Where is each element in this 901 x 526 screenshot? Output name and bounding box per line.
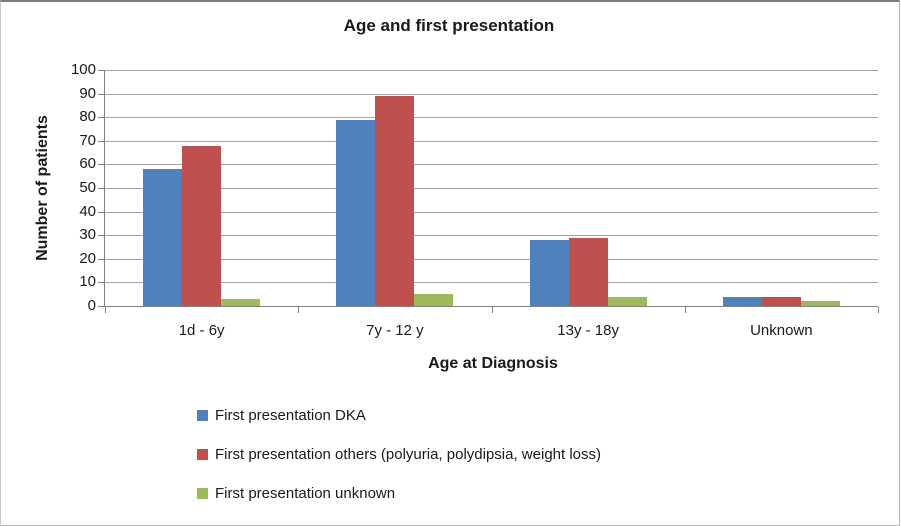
legend-item: First presentation unknown xyxy=(197,485,601,502)
plot-area: 0 10 20 30 40 50 60 70 80 90 100 1d - 6y 7y - 12 y 13… xyxy=(71,61,879,339)
y-axis-tick xyxy=(98,188,104,189)
y-axis-tick-label: 30 xyxy=(79,226,96,243)
legend-item: First presentation others (polyuria, pol… xyxy=(197,446,601,463)
gridline xyxy=(105,188,878,189)
y-axis-tick xyxy=(98,212,104,213)
bar xyxy=(221,299,260,306)
y-axis-tick-label: 70 xyxy=(79,132,96,149)
y-axis-tick xyxy=(98,164,104,165)
bar-group xyxy=(685,70,878,306)
legend: First presentation DKA First presentation… xyxy=(197,407,601,524)
legend-label: First presentation unknown xyxy=(215,485,396,502)
bar xyxy=(722,297,762,306)
y-axis-tick xyxy=(98,141,104,142)
bar-group xyxy=(298,70,491,306)
y-axis-tick-label: 60 xyxy=(79,155,96,172)
y-axis-tick xyxy=(98,70,104,71)
bar xyxy=(800,301,840,306)
legend-label: First presentation others (polyuria, pol… xyxy=(215,446,602,463)
legend-item: First presentation DKA xyxy=(197,407,601,424)
chart-title: Age and first presentation xyxy=(343,16,555,35)
gridline xyxy=(105,70,878,71)
y-axis-tick-label: 10 xyxy=(79,273,96,290)
bar xyxy=(375,96,415,306)
bar-group xyxy=(105,70,298,306)
bar-group xyxy=(492,70,685,306)
y-axis-tick xyxy=(98,235,104,236)
y-axis-tick-label: 90 xyxy=(79,85,96,102)
x-category-label: 7y - 12 y xyxy=(366,322,424,339)
bar xyxy=(182,146,221,306)
x-axis-tick xyxy=(105,307,106,313)
gridline xyxy=(105,235,878,236)
x-axis-tick xyxy=(685,307,686,313)
legend-swatch xyxy=(197,449,208,460)
x-category-label: 1d - 6y xyxy=(178,322,225,339)
gridline xyxy=(105,94,878,95)
bar xyxy=(336,120,376,306)
y-axis-tick-label: 100 xyxy=(70,61,96,78)
gridline xyxy=(105,141,878,142)
bar xyxy=(568,238,608,306)
bar xyxy=(607,297,647,306)
x-axis-title: Age at Diagnosis xyxy=(428,355,558,372)
x-axis-tick xyxy=(878,307,879,313)
y-axis-tick xyxy=(98,94,104,95)
y-axis-tick-label: 80 xyxy=(79,108,96,125)
gridline xyxy=(105,282,878,283)
gridline xyxy=(105,164,878,165)
legend-swatch xyxy=(197,488,208,499)
x-axis-tick xyxy=(492,307,493,313)
y-axis-tick xyxy=(98,306,104,307)
legend-label: First presentation DKA xyxy=(215,407,366,424)
y-axis-tick-label: 0 xyxy=(87,297,96,314)
y-axis-tick xyxy=(98,117,104,118)
bar xyxy=(414,294,454,306)
y-axis-tick-label: 50 xyxy=(79,179,96,196)
y-axis-tick-label: 40 xyxy=(79,203,96,220)
gridline xyxy=(105,117,878,118)
bar xyxy=(761,297,801,306)
y-axis-tick-label: 20 xyxy=(79,250,96,267)
bar xyxy=(529,240,569,306)
gridline xyxy=(105,212,878,213)
x-category-label: Unknown xyxy=(750,322,813,339)
x-axis-tick xyxy=(298,307,299,313)
legend-swatch xyxy=(197,410,208,421)
y-axis-tick xyxy=(98,282,104,283)
x-category-label: 13y - 18y xyxy=(557,322,619,339)
y-axis-title: Number of patients xyxy=(34,115,51,261)
bar xyxy=(143,169,182,306)
gridline xyxy=(105,259,878,260)
y-axis-tick xyxy=(98,259,104,260)
